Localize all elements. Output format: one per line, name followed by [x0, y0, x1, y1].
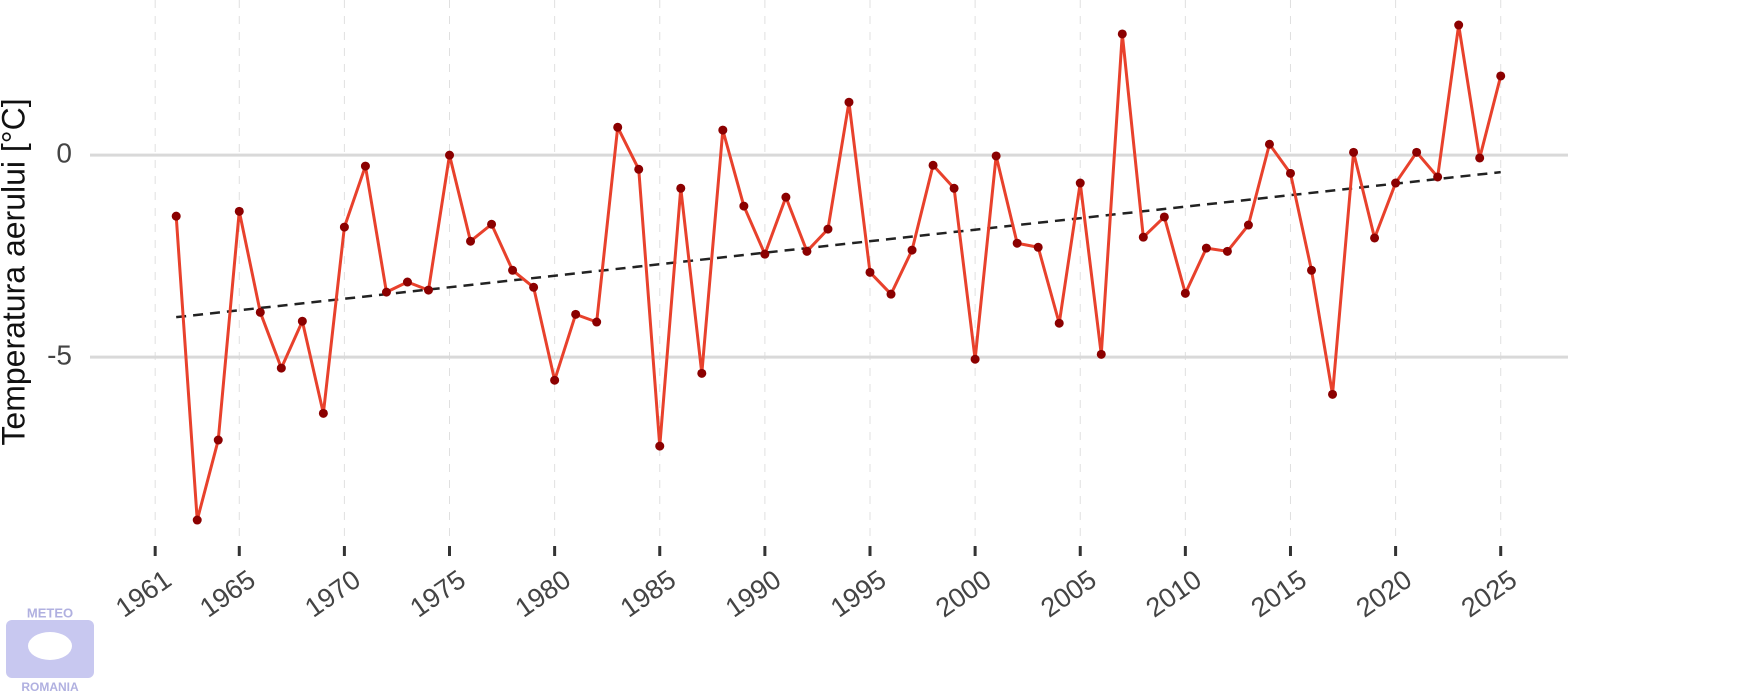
logo-text: ROMANIA — [21, 680, 79, 694]
data-point — [1496, 71, 1506, 81]
data-point — [234, 206, 244, 216]
x-tick-label: 1985 — [615, 564, 681, 623]
data-point — [1159, 212, 1169, 222]
data-point — [1180, 288, 1190, 298]
data-point — [970, 354, 980, 364]
data-point — [1370, 233, 1380, 243]
x-tick-label: 2020 — [1351, 564, 1417, 623]
x-tick-label: 1995 — [825, 564, 891, 623]
data-point — [718, 125, 728, 135]
data-point — [550, 375, 560, 385]
data-point — [1012, 238, 1022, 248]
y-tick-label: -5 — [47, 340, 72, 371]
data-point — [360, 161, 370, 171]
data-point — [1328, 389, 1338, 399]
x-tick-label: 1965 — [194, 564, 260, 623]
data-point — [634, 164, 644, 174]
data-point — [402, 277, 412, 287]
x-tick-label: 2005 — [1035, 564, 1101, 623]
data-point — [1096, 349, 1106, 359]
data-point — [255, 307, 265, 317]
data-point — [1054, 318, 1064, 328]
data-point — [1264, 139, 1274, 149]
data-point — [445, 150, 455, 160]
data-point — [928, 160, 938, 170]
data-point — [1307, 265, 1317, 275]
data-point — [381, 287, 391, 297]
data-point — [1222, 246, 1232, 256]
data-point — [171, 211, 181, 221]
data-point — [571, 309, 581, 319]
data-point — [760, 249, 770, 259]
logo-symbol — [28, 632, 72, 660]
data-point — [907, 245, 917, 255]
data-point — [991, 151, 1001, 161]
data-point — [318, 408, 328, 418]
data-point — [865, 267, 875, 277]
data-point — [613, 122, 623, 132]
y-axis-label: Temperatura aerului [°C] — [0, 98, 31, 445]
data-point — [213, 435, 223, 445]
data-point — [487, 219, 497, 229]
data-point — [781, 192, 791, 202]
x-tick-label: 2000 — [930, 564, 996, 623]
logo-text: METEO — [27, 605, 73, 620]
data-point — [1201, 243, 1211, 253]
data-point — [529, 282, 539, 292]
data-point — [823, 224, 833, 234]
data-point — [1433, 172, 1443, 182]
data-point — [697, 368, 707, 378]
data-point — [192, 515, 202, 525]
data-point — [1117, 29, 1127, 39]
x-tick-label: 1980 — [510, 564, 576, 623]
data-point — [886, 289, 896, 299]
data-point — [466, 236, 476, 246]
data-point — [297, 316, 307, 326]
data-point — [844, 97, 854, 107]
data-point — [1138, 232, 1148, 242]
x-tick-label: 1990 — [720, 564, 786, 623]
x-tick-label: 1961 — [110, 564, 176, 623]
data-point — [802, 246, 812, 256]
data-point — [676, 183, 686, 193]
data-point — [1475, 153, 1485, 163]
data-point — [1075, 178, 1085, 188]
logo: METEO ROMANIA — [6, 605, 94, 694]
data-point — [949, 183, 959, 193]
x-tick-label: 1970 — [300, 564, 366, 623]
data-point — [1033, 242, 1043, 252]
trend-line — [176, 170, 1501, 319]
x-tick-label: 1975 — [405, 564, 471, 623]
data-point — [1285, 168, 1295, 178]
x-tick-label: 2025 — [1456, 564, 1522, 623]
data-point — [1391, 178, 1401, 188]
data-point — [1349, 147, 1359, 157]
data-point — [423, 285, 433, 295]
data-line — [174, 23, 1503, 522]
data-point — [1412, 147, 1422, 157]
data-point — [592, 317, 602, 327]
data-point — [276, 363, 286, 373]
data-point — [1454, 20, 1464, 30]
data-point — [1243, 220, 1253, 230]
data-point — [655, 441, 665, 451]
data-point — [508, 265, 518, 275]
y-tick-label: 0 — [56, 138, 72, 169]
x-tick-label: 2010 — [1140, 564, 1206, 623]
data-point — [739, 201, 749, 211]
data-point — [339, 222, 349, 232]
x-tick-label: 2015 — [1246, 564, 1312, 623]
